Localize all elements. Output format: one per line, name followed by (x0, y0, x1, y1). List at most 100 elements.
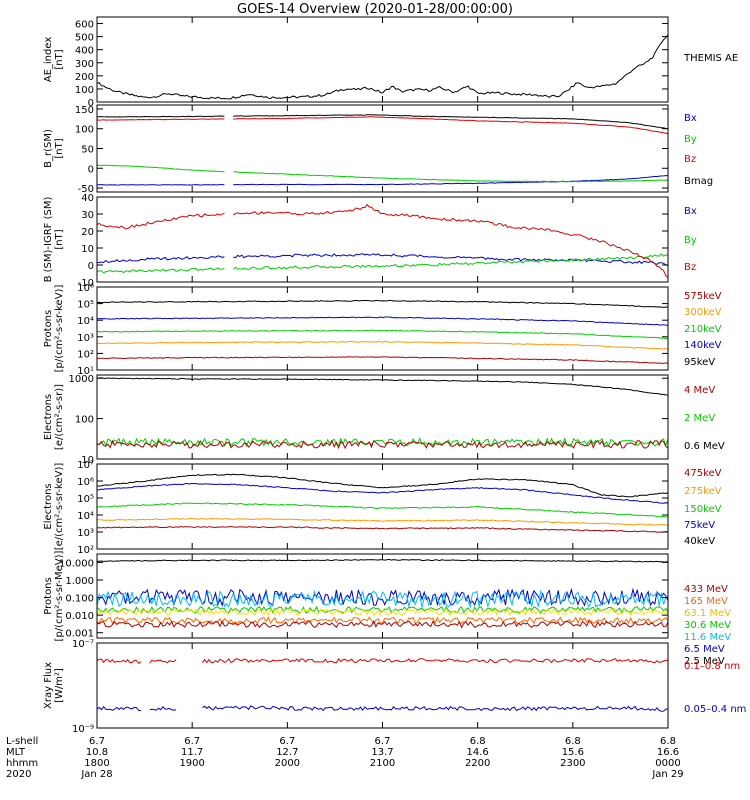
y-axis-label-units: [p/(cm²-s-sr-MeV)] (54, 550, 65, 641)
series-line-2-mev (97, 437, 668, 448)
legend-entry: 150keV (684, 504, 722, 515)
y-tick-label: 20 (81, 227, 94, 238)
legend-entry: Bx (684, 206, 697, 217)
series-line-themis-ae (97, 34, 668, 100)
x-tick-label: 13.7 (371, 747, 393, 758)
series-line-bz (97, 116, 668, 135)
x-row-label: 2020 (6, 769, 31, 780)
panel-7: 0.0010.0100.1001.00010.000Protons[p/(cm²… (43, 550, 731, 667)
panel-series-group (97, 473, 668, 533)
panel-5: 10 100 1000 Electrons[e/(cm²-s-sr)] 4 MeV 2 M… (43, 374, 725, 466)
legend-entry: 40keV (684, 536, 715, 547)
series-line-95kev (97, 299, 668, 309)
y-axis-label: Protons[p/(cm²-s-sr-MeV)] (43, 550, 65, 641)
x-tick-label: 6.7 (184, 736, 200, 747)
y-tick-label: 10⁷ (77, 460, 94, 471)
panel-series-group (97, 658, 668, 712)
y-tick-label: 10⁵ (77, 494, 94, 505)
y-tick-label: 50 (81, 145, 94, 156)
x-row-label: MLT (6, 747, 26, 758)
y-axis-label-line: AE_index (43, 37, 54, 83)
panel-8: 10⁻⁹ 10⁻⁷ Xray Flux[W/m²] 0.1–0.8 nm 0.05–0.… (43, 639, 746, 735)
y-axis-label: Electrons[e/(cm²-s-sr-keV)] (43, 463, 65, 551)
y-tick-label: 10⁵ (77, 300, 94, 311)
x-tick-label: 6.8 (660, 736, 676, 747)
legend-entry: 0.6 MeV (684, 441, 725, 452)
series-line-0-05-0-4-nm (97, 705, 668, 712)
y-tick-label: 10 (81, 244, 94, 255)
y-tick-label: 10⁻⁹ (72, 724, 94, 735)
y-axis-label-line: B (SM)-IGRF (SM) (43, 197, 54, 283)
series-line-bmag (97, 114, 668, 130)
x-tick-label: 6.7 (375, 736, 391, 747)
series-line-40kev (97, 473, 668, 498)
series-line-75kev (97, 482, 668, 504)
panel-series-group (97, 558, 668, 629)
y-tick-label: 0 (88, 98, 94, 109)
series-line-575kev (97, 356, 668, 364)
y-axis-label: B (SM)-IGRF (SM)[nT] (43, 197, 65, 283)
y-tick-label: 100 (75, 125, 94, 136)
y-tick-label: 0.001 (65, 629, 94, 640)
legend-entry: Bz (684, 262, 696, 273)
y-tick-label: 30 (81, 210, 94, 221)
y-tick-label: 10¹ (77, 366, 94, 377)
chart-title: GOES-14 Overview (2020-01-28/00:00:00) (237, 2, 513, 17)
panel-series-group (97, 34, 668, 100)
panel-series-group (97, 114, 668, 186)
x-tick-label: 1800 (84, 758, 109, 769)
x-tick-label: Jan 29 (651, 769, 683, 780)
panel-frame (96, 196, 669, 283)
legend-entry: 4 MeV (684, 385, 715, 396)
x-tick-label: 1900 (179, 758, 204, 769)
x-tick-label: 2000 (275, 758, 300, 769)
y-tick-label: 100 (75, 85, 94, 96)
series-line-0-1-0-8-nm (97, 658, 668, 665)
series-line-63-1-mev (97, 607, 668, 617)
legend-entry: 140keV (684, 340, 722, 351)
x-tick-label: 16.6 (657, 747, 679, 758)
legend-entry: THEMIS AE (683, 53, 738, 64)
y-tick-label: 600 (75, 20, 94, 31)
legend-entry: 475keV (684, 468, 722, 479)
series-line-140kev (97, 316, 668, 326)
legend-entry: Bx (684, 113, 697, 124)
y-tick-label: 10⁻⁷ (72, 639, 94, 650)
series-line-bx (97, 253, 668, 267)
y-axis-label-line: Protons (43, 310, 54, 347)
y-tick-label: 300 (75, 59, 94, 70)
x-tick-label: 6.7 (279, 736, 295, 747)
y-axis-label-units: [nT] (54, 49, 65, 69)
panel-frame (96, 16, 669, 103)
x-tick-label: 6.8 (470, 736, 486, 747)
x-tick-label: 2100 (370, 758, 395, 769)
y-axis-label-line: Electrons (43, 394, 54, 440)
legend-entry: 0.1–0.8 nm (684, 661, 740, 672)
x-row-label: L-shell (6, 736, 38, 747)
legend-entry: 6.5 MeV (684, 644, 725, 655)
y-axis-label-units: [nT] (54, 138, 65, 158)
x-tick-label: 2300 (560, 758, 585, 769)
legend-entry: 433 MeV (684, 584, 728, 595)
series-line-300kev (97, 340, 668, 350)
y-tick-label: 10² (77, 545, 94, 556)
y-axis-label-units: [e/(cm²-s-sr-keV)] (54, 463, 65, 551)
panel-series-group (97, 203, 668, 278)
legend-entry: 165 MeV (684, 596, 728, 607)
legend-entry: 63.1 MeV (684, 608, 731, 619)
panel-1: 0 100 200 300 400 500 600 AE_index[nT] THEMIS AE (43, 16, 738, 109)
legend-entry: 0.05–0.4 nm (684, 704, 746, 715)
y-tick-label: 150 (75, 105, 94, 116)
y-tick-label: 400 (75, 46, 94, 57)
y-tick-label: 40 (81, 193, 94, 204)
series-line-475kev (97, 525, 668, 533)
legend-entry: 210keV (684, 324, 722, 335)
y-axis-label: B_r(SM)[nT] (43, 129, 65, 168)
panel-frame (96, 642, 669, 729)
legend-entry: Bmag (684, 176, 713, 187)
panel-3: -10 0 10 20 30 40 B (SM)-IGRF (SM)[nT] Bx By Bz (43, 193, 697, 289)
y-tick-label: 10³ (77, 528, 94, 539)
x-tick-label: 10.8 (86, 747, 108, 758)
y-axis-label-units: [p/(cm²-s-sr-keV)] (54, 285, 65, 373)
legend-entry: 30.6 MeV (684, 620, 731, 631)
